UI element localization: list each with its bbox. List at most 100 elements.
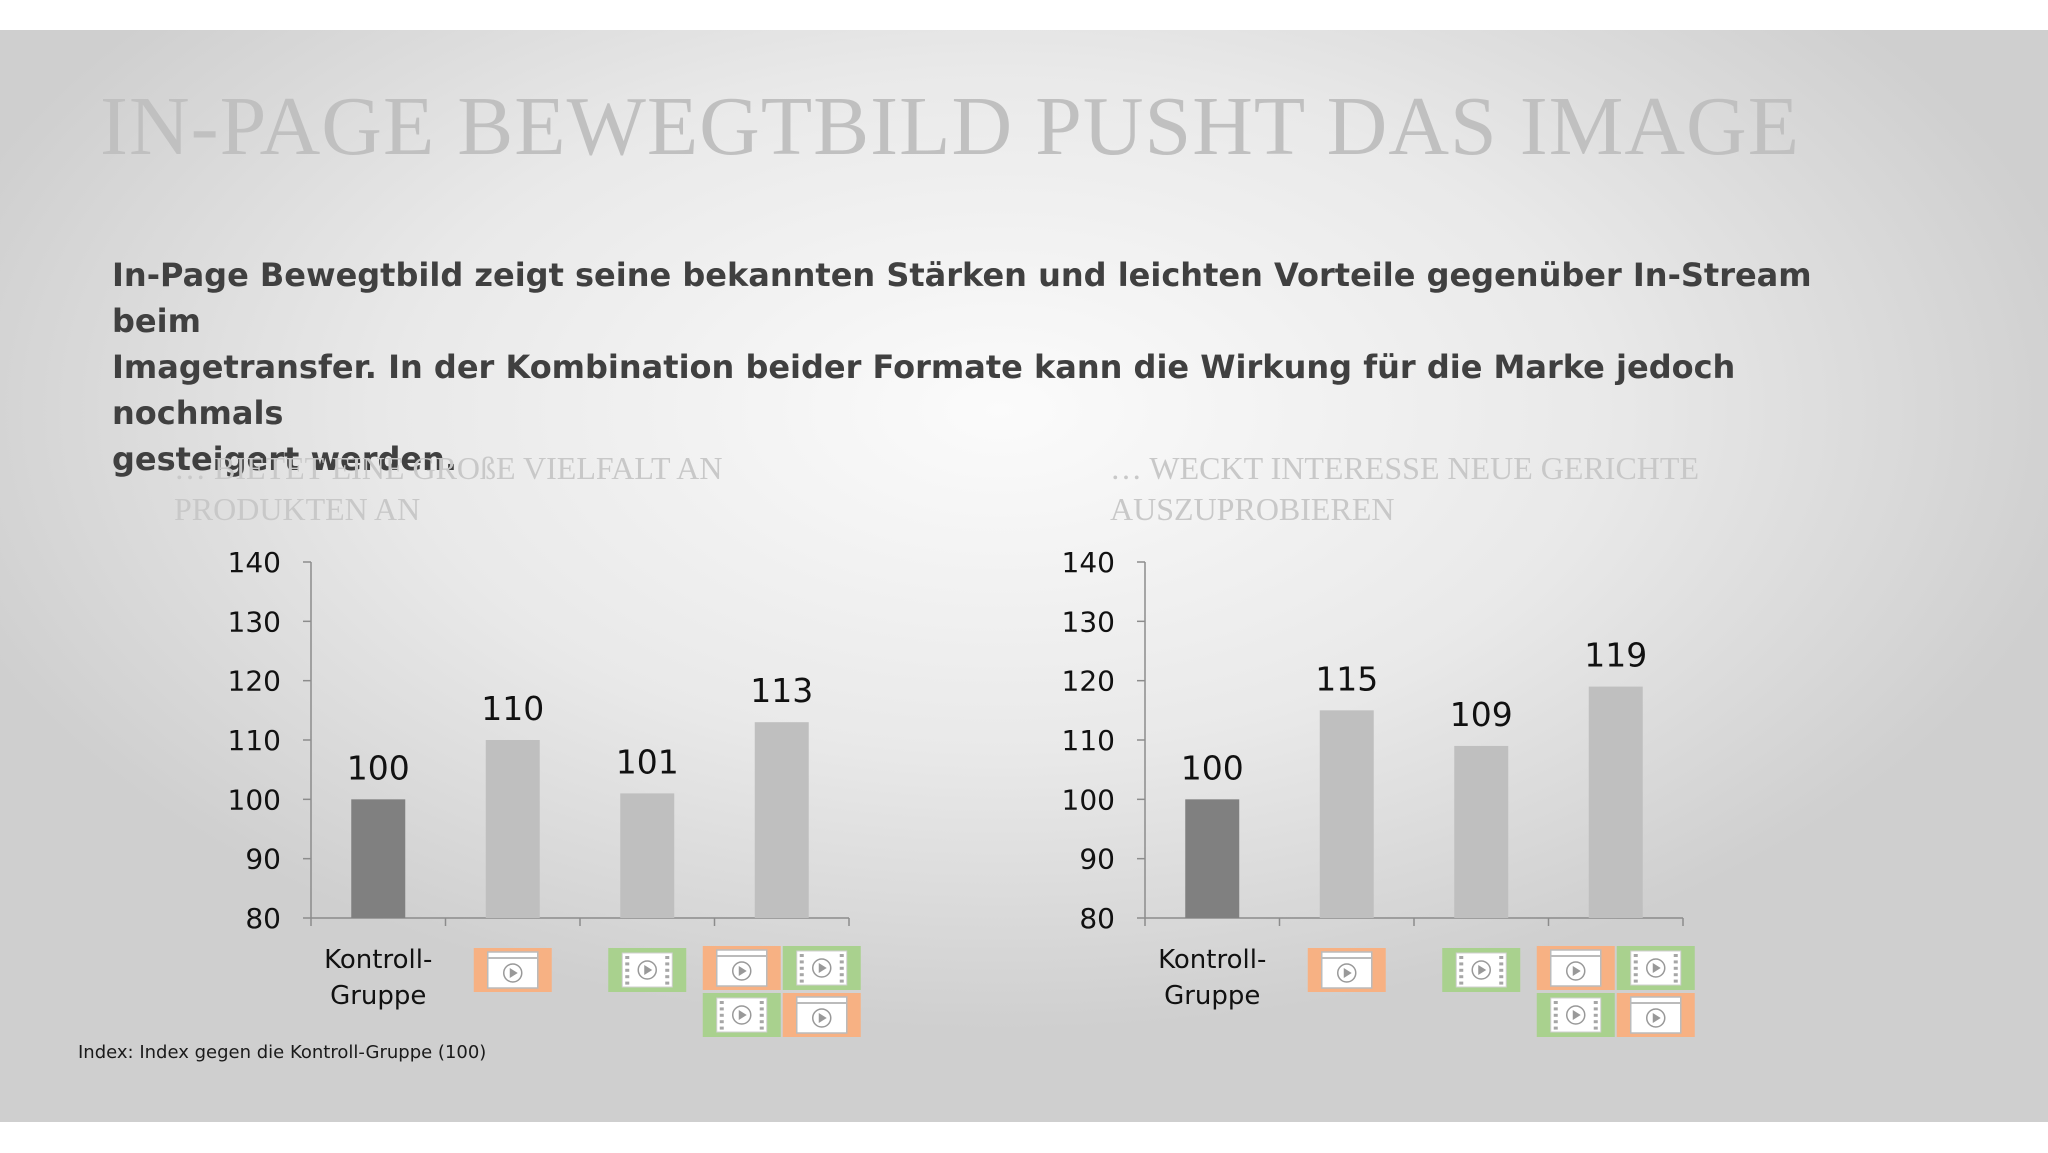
film-hole-right [665, 975, 670, 979]
play-triangle [509, 968, 518, 978]
film-hole-left [1633, 966, 1638, 970]
film-hole-right [839, 973, 844, 977]
film-hole-right [1499, 956, 1504, 959]
chart-2-title-line-1: … WECKT INTERESSE NEUE GERICHTE [1110, 450, 1699, 486]
film-frame [1455, 952, 1507, 988]
data-label: 100 [1181, 748, 1244, 787]
film-hole-left [719, 1026, 724, 1030]
instream-icon [782, 993, 861, 1037]
film-hole-left [1633, 960, 1638, 964]
film-hole-left [719, 1013, 724, 1017]
film-hole-right [1499, 968, 1504, 972]
instream-icon [473, 948, 552, 992]
bar [1319, 710, 1374, 918]
y-tick-label: 130 [1062, 605, 1115, 638]
film-hole-right [759, 1013, 764, 1017]
film-hole-left [1553, 1020, 1558, 1024]
bar [1185, 799, 1240, 918]
film-hole-right [839, 954, 844, 957]
data-label: 113 [750, 671, 813, 710]
intro-line-3: gesteigert werden. [112, 440, 458, 478]
film-hole-left [719, 1020, 724, 1024]
footnote: Index: Index gegen die Kontroll-Gruppe (… [78, 1042, 487, 1063]
film-hole-left [799, 960, 804, 964]
film-hole-right [1593, 1026, 1598, 1030]
play-triangle [1343, 968, 1352, 978]
inpage-icon [608, 948, 687, 992]
film-hole-right [759, 1001, 764, 1004]
data-label: 110 [481, 689, 544, 728]
intro-line-1: In-Page Bewegtbild zeigt seine bekannten… [112, 256, 1812, 340]
film-hole-right [1673, 954, 1678, 957]
category-label-line: Kontroll- [324, 945, 432, 975]
play-triangle [738, 1010, 747, 1020]
data-label: 119 [1584, 636, 1647, 675]
bar [754, 722, 809, 918]
film-hole-left [719, 1001, 724, 1004]
y-tick-label: 100 [228, 783, 281, 816]
film-hole-right [665, 956, 670, 959]
film-hole-right [1499, 981, 1504, 985]
slide: IN-PAGE BEWEGTBILD PUSHT DAS IMAGE In-Pa… [0, 30, 2048, 1122]
film-hole-left [799, 973, 804, 977]
film-hole-right [1673, 960, 1678, 964]
chart-1-title-line-1: … BIETET EINE GROßE VIELFALT AN [174, 450, 723, 486]
film-hole-left [1459, 962, 1464, 966]
chart-1-title-line-2: PRODUKTEN AN [174, 491, 421, 527]
film-hole-left [1633, 954, 1638, 957]
film-hole-left [1459, 975, 1464, 979]
y-tick-label: 120 [228, 665, 281, 698]
film-hole-left [1553, 1001, 1558, 1004]
play-triangle [644, 965, 653, 975]
bar [351, 799, 406, 918]
inpage-icon [782, 946, 861, 990]
film-hole-right [665, 962, 670, 966]
play-triangle [1572, 966, 1581, 976]
category-label-line: Gruppe [330, 981, 426, 1011]
y-tick-label: 90 [245, 843, 281, 876]
intro-text: In-Page Bewegtbild zeigt seine bekannten… [112, 252, 1812, 482]
film-hole-right [759, 1020, 764, 1024]
film-hole-left [625, 962, 630, 966]
y-tick-label: 120 [1062, 665, 1115, 698]
inpage-icon [1536, 993, 1615, 1037]
film-hole-left [719, 1007, 724, 1011]
film-hole-left [799, 966, 804, 970]
y-tick-label: 90 [1079, 843, 1115, 876]
film-hole-left [1553, 1013, 1558, 1017]
play-triangle [818, 1013, 827, 1023]
y-tick-label: 80 [245, 902, 281, 935]
inpage-icon [1616, 946, 1695, 990]
play-triangle [1652, 1013, 1661, 1023]
film-hole-left [1633, 973, 1638, 977]
film-hole-right [1593, 1020, 1598, 1024]
film-hole-right [1499, 962, 1504, 966]
data-label: 109 [1450, 695, 1513, 734]
y-tick-label: 140 [228, 546, 281, 579]
inpage-icon [1442, 948, 1521, 992]
film-hole-left [1459, 981, 1464, 985]
film-hole-right [665, 981, 670, 985]
y-tick-label: 130 [228, 605, 281, 638]
chart-1-title: … BIETET EINE GROßE VIELFALT AN PRODUKTE… [174, 448, 934, 530]
chart-2-title: … WECKT INTERESSE NEUE GERICHTE AUSZUPRO… [1110, 448, 1870, 530]
film-hole-right [839, 979, 844, 983]
film-hole-right [1673, 966, 1678, 970]
slide-title: IN-PAGE BEWEGTBILD PUSHT DAS IMAGE [100, 80, 1801, 173]
film-hole-right [1593, 1001, 1598, 1004]
film-hole-left [625, 968, 630, 972]
film-hole-right [1673, 973, 1678, 977]
instream-icon [1536, 946, 1615, 990]
chart-2-title-line-2: AUSZUPROBIEREN [1110, 491, 1395, 527]
film-hole-left [1553, 1026, 1558, 1030]
film-hole-left [799, 954, 804, 957]
bar [1588, 686, 1643, 918]
bar [485, 740, 540, 918]
instream-icon [1307, 948, 1386, 992]
data-label: 100 [347, 748, 410, 787]
inpage-icon [702, 993, 781, 1037]
data-label: 115 [1315, 659, 1378, 698]
y-tick-label: 140 [1062, 546, 1115, 579]
